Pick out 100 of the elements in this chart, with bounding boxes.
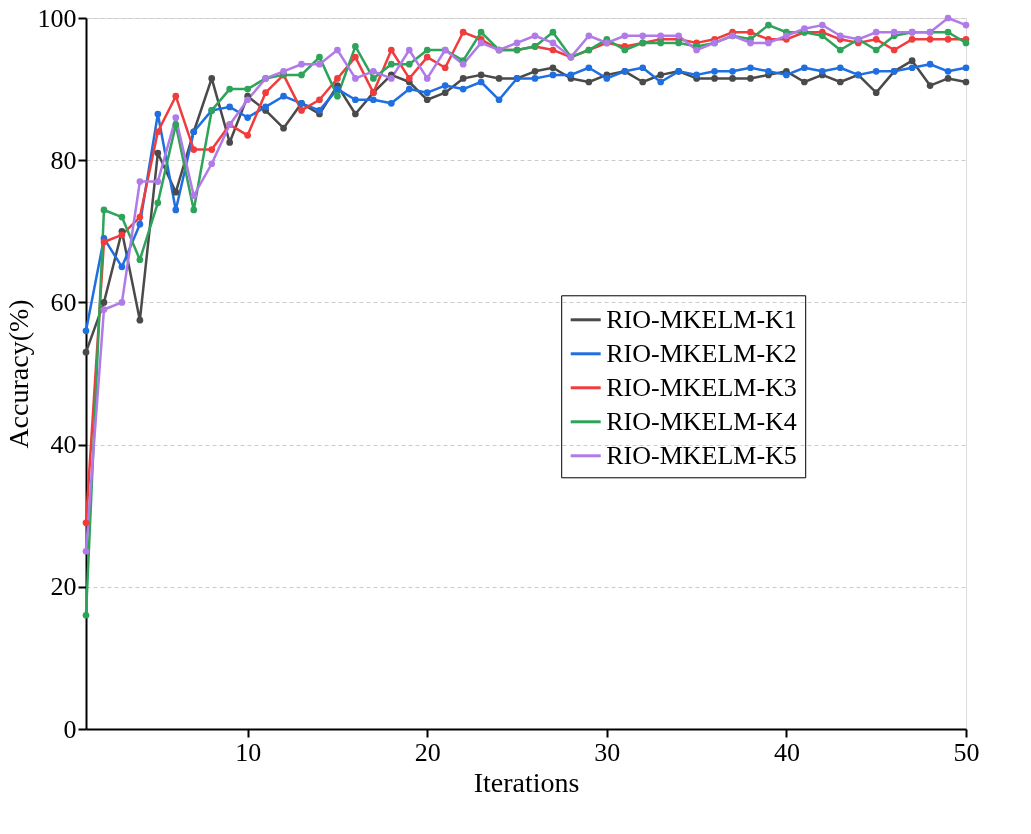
point (423, 53, 431, 61)
point (639, 32, 647, 40)
point (549, 46, 557, 54)
point (818, 21, 826, 29)
point (100, 238, 108, 246)
point (908, 64, 916, 72)
point (818, 67, 826, 75)
y-axis-title: Accuracy(%) (2, 299, 34, 449)
point (405, 75, 413, 82)
point (531, 67, 539, 75)
point (729, 67, 736, 75)
point (747, 64, 754, 72)
point (944, 28, 952, 36)
x-axis-title: Iterations (473, 766, 580, 798)
point (316, 53, 323, 61)
x-tick-label: 30 (594, 737, 621, 767)
point (639, 78, 647, 86)
point (513, 39, 521, 47)
point (603, 75, 611, 82)
point (82, 519, 90, 527)
point (783, 71, 790, 79)
point (387, 60, 395, 68)
point (387, 46, 395, 54)
point (675, 39, 683, 47)
y-tick-label: 60 (50, 287, 77, 317)
point (441, 82, 449, 89)
legend-label: RIO-MKELM-K3 (606, 372, 797, 402)
point (405, 85, 413, 93)
point (154, 199, 162, 207)
point (765, 21, 772, 29)
point (226, 139, 234, 146)
point (316, 60, 323, 68)
point (657, 39, 665, 47)
point (226, 103, 234, 111)
point (136, 316, 144, 324)
point (818, 32, 826, 40)
point (136, 178, 144, 185)
point (747, 39, 754, 47)
point (423, 96, 431, 104)
y-tick-label: 80 (50, 145, 77, 175)
point (387, 75, 395, 82)
legend-label: RIO-MKELM-K5 (606, 440, 797, 470)
x-tick-label: 50 (953, 737, 980, 767)
point (244, 131, 251, 139)
point (136, 256, 144, 264)
point (280, 67, 287, 75)
point (154, 110, 162, 118)
point (369, 67, 377, 75)
point (747, 75, 754, 82)
point (765, 67, 772, 75)
point (585, 32, 593, 40)
point (711, 75, 718, 82)
point (549, 71, 557, 79)
point (459, 85, 467, 93)
point (944, 14, 952, 22)
point (82, 547, 90, 555)
point (585, 78, 593, 86)
point (334, 85, 341, 93)
point (693, 46, 700, 54)
point (352, 75, 359, 82)
point (334, 46, 341, 54)
x-tick-label: 40 (773, 737, 800, 767)
point (154, 178, 162, 185)
point (459, 28, 467, 36)
point (172, 92, 180, 100)
point (82, 611, 90, 619)
point (477, 28, 485, 36)
point (765, 39, 772, 47)
point (244, 85, 251, 93)
point (872, 35, 880, 43)
point (244, 96, 251, 104)
point (836, 46, 844, 54)
point (801, 78, 808, 86)
point (136, 213, 144, 221)
point (477, 71, 485, 79)
point (657, 32, 665, 40)
point (549, 64, 557, 72)
point (369, 75, 377, 82)
point (459, 75, 467, 82)
point (801, 64, 808, 72)
point (369, 96, 377, 104)
point (118, 231, 126, 239)
point (836, 32, 844, 40)
point (82, 327, 90, 335)
point (154, 149, 162, 157)
point (926, 60, 934, 68)
point (100, 299, 108, 306)
point (944, 35, 952, 43)
point (657, 71, 665, 79)
point (477, 39, 485, 47)
point (82, 348, 90, 356)
point (441, 64, 449, 72)
point (495, 75, 503, 82)
point (962, 39, 970, 47)
point (675, 32, 683, 40)
point (423, 46, 431, 54)
point (549, 39, 557, 47)
point (711, 67, 718, 75)
point (298, 71, 305, 79)
point (783, 32, 790, 40)
